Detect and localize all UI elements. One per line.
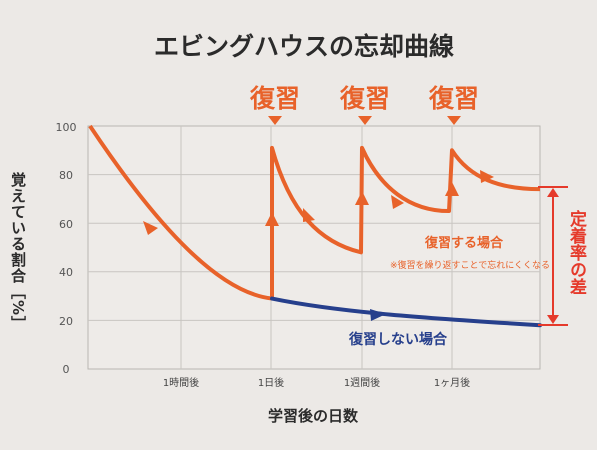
curve-arrow-2 [303,208,315,222]
review-marker-triangle-1 [268,116,282,125]
x-axis-label: 学習後の日数 [268,407,359,425]
review-jump-arrow-1 [265,212,279,226]
x-tick-label-1month: 1ヶ月後 [434,376,470,389]
legend-not-reviewed: 復習しない場合 [348,331,448,348]
series-line-reviewed [88,124,541,301]
difference-arrow-up [547,188,559,197]
legend-reviewed: 復習する場合 [424,235,504,251]
y-axis-label: 覚えている割合［%］ [9,171,27,332]
y-tick-label-20: 20 [59,315,73,328]
difference-arrow-down [547,315,559,324]
review-label-3: 復習 [428,84,479,113]
curve-arrow-4 [480,170,494,183]
x-tick-label-1hour: 1時間後 [163,376,199,389]
review-label-1: 復習 [249,84,300,113]
review-label-2: 復習 [339,84,390,113]
series-line-not-reviewed [270,296,542,328]
x-tick-label-1week: 1週間後 [344,376,380,389]
y-tick-label-100: 100 [56,121,77,134]
chart-title: エビングハウスの忘却曲線 [154,32,454,61]
y-tick-label-80: 80 [59,169,73,182]
curve-arrow-blue [370,309,386,321]
y-tick-label-0: 0 [63,363,70,376]
review-jump-arrow-3 [445,182,459,196]
y-tick-label-60: 60 [59,218,73,231]
curve-arrow-1 [143,221,158,235]
y-tick-label-40: 40 [59,266,73,279]
note-reviewed: ※復習を繰り返すことで忘れにくくなる [390,259,550,271]
curve-arrow-3 [391,195,404,209]
difference-label: 定着率の差 [566,209,588,295]
review-marker-triangle-2 [358,116,372,125]
review-jump-arrow-2 [355,191,369,205]
x-tick-label-1day: 1日後 [258,376,284,389]
review-marker-triangle-3 [447,116,461,125]
